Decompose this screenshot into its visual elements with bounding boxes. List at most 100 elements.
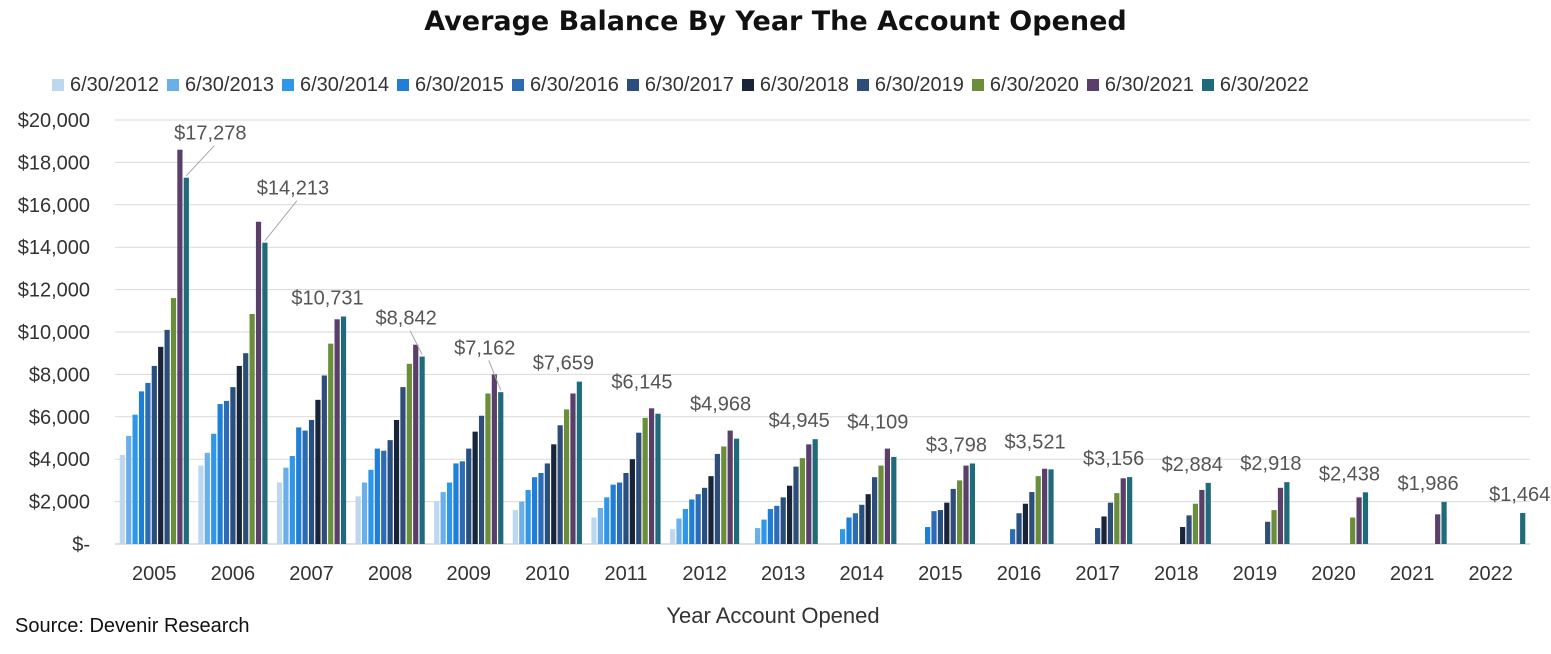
bar bbox=[400, 387, 406, 544]
x-tick-label: 2022 bbox=[1468, 563, 1513, 585]
bar bbox=[512, 510, 518, 544]
bar bbox=[708, 476, 714, 544]
bar bbox=[151, 365, 157, 544]
legend-item: 6/30/2016 bbox=[511, 73, 619, 97]
legend-label: 6/30/2022 bbox=[1219, 73, 1309, 96]
chart-legend: 6/30/2012 6/30/2013 6/30/2014 6/30/2015 6/30… bbox=[52, 71, 1551, 99]
bar bbox=[669, 529, 676, 544]
bar bbox=[434, 501, 440, 544]
bar bbox=[610, 484, 616, 544]
chart-title: Average Balance By Year The Account Open… bbox=[424, 6, 1127, 37]
legend-label: 6/30/2013 bbox=[184, 73, 274, 96]
bar bbox=[1022, 503, 1029, 544]
bar bbox=[884, 448, 891, 544]
bar bbox=[1265, 521, 1271, 544]
y-tick-label: $18,000 bbox=[18, 152, 90, 174]
bar bbox=[1284, 482, 1290, 544]
legend-item: 6/30/2014 bbox=[281, 73, 389, 97]
bar bbox=[695, 494, 701, 544]
bar bbox=[859, 504, 865, 544]
bar bbox=[623, 472, 629, 544]
x-tick-label: 2019 bbox=[1233, 563, 1278, 585]
bar bbox=[289, 456, 295, 544]
bar bbox=[419, 356, 425, 544]
bar bbox=[563, 409, 570, 544]
bar bbox=[597, 507, 603, 544]
bar bbox=[604, 497, 610, 544]
bar bbox=[1205, 482, 1211, 544]
bar bbox=[852, 513, 859, 544]
bar bbox=[551, 444, 557, 544]
bar bbox=[387, 440, 393, 544]
bar bbox=[1192, 503, 1199, 544]
bar bbox=[1180, 527, 1186, 544]
x-tick-label: 2010 bbox=[525, 563, 570, 585]
bar bbox=[714, 453, 720, 544]
x-tick-label: 2016 bbox=[997, 563, 1042, 585]
bar bbox=[576, 381, 582, 544]
y-tick-label: $6,000 bbox=[29, 407, 90, 429]
bar bbox=[466, 448, 472, 544]
data-label: $3,156 bbox=[1083, 448, 1144, 470]
legend-label: 6/30/2019 bbox=[874, 73, 964, 96]
legend-label: 6/30/2014 bbox=[299, 73, 389, 96]
bar bbox=[865, 494, 871, 544]
bar bbox=[276, 482, 283, 544]
y-tick-label: $2,000 bbox=[29, 492, 90, 514]
bar bbox=[806, 444, 812, 544]
bar bbox=[1101, 516, 1107, 544]
bar bbox=[1271, 510, 1277, 544]
legend-swatch bbox=[1086, 79, 1099, 91]
bar bbox=[204, 452, 210, 544]
data-label: $1,986 bbox=[1397, 473, 1458, 495]
bar bbox=[1107, 502, 1114, 544]
bar bbox=[721, 446, 727, 544]
bar bbox=[1035, 476, 1041, 544]
bar bbox=[544, 463, 550, 544]
bar bbox=[1356, 497, 1362, 544]
data-label: $3,521 bbox=[1004, 432, 1065, 454]
bar bbox=[491, 374, 497, 544]
bar bbox=[1520, 512, 1526, 544]
bar bbox=[374, 448, 380, 544]
x-tick-label: 2008 bbox=[368, 563, 413, 585]
data-label: $2,918 bbox=[1240, 453, 1301, 475]
bar bbox=[812, 439, 818, 544]
bar bbox=[217, 404, 223, 544]
bar bbox=[262, 242, 268, 545]
bar bbox=[243, 353, 249, 544]
data-label: $7,162 bbox=[454, 337, 515, 359]
y-tick-label: $4,000 bbox=[29, 449, 90, 471]
bar bbox=[255, 221, 262, 544]
legend-label: 6/30/2016 bbox=[529, 73, 619, 96]
bar bbox=[872, 477, 878, 544]
legend-swatch bbox=[741, 79, 754, 91]
bar bbox=[334, 319, 340, 544]
x-tick-label: 2014 bbox=[840, 563, 885, 585]
legend-item: 6/30/2021 bbox=[1086, 74, 1194, 97]
bar bbox=[937, 510, 944, 544]
bar bbox=[1350, 517, 1356, 544]
bar bbox=[158, 346, 164, 544]
bar bbox=[1048, 469, 1054, 544]
bar bbox=[446, 482, 453, 544]
leader-line bbox=[264, 200, 298, 241]
legend-item: 6/30/2012 bbox=[52, 74, 159, 97]
x-axis-title: Year Account Opened bbox=[666, 603, 879, 628]
bar bbox=[1277, 487, 1284, 544]
bar bbox=[531, 477, 538, 544]
bar bbox=[944, 502, 950, 544]
bar bbox=[1441, 501, 1447, 544]
legend-swatch bbox=[1201, 79, 1214, 91]
bar bbox=[780, 497, 786, 544]
bar bbox=[846, 517, 852, 544]
data-label: $4,945 bbox=[769, 410, 830, 432]
bar bbox=[440, 492, 446, 544]
bar bbox=[969, 463, 976, 544]
y-tick-label: $- bbox=[72, 534, 90, 556]
bar bbox=[793, 466, 799, 544]
bar bbox=[925, 527, 931, 544]
y-tick-label: $20,000 bbox=[18, 110, 90, 132]
legend-label: 6/30/2017 bbox=[644, 73, 734, 96]
bar bbox=[957, 480, 963, 544]
